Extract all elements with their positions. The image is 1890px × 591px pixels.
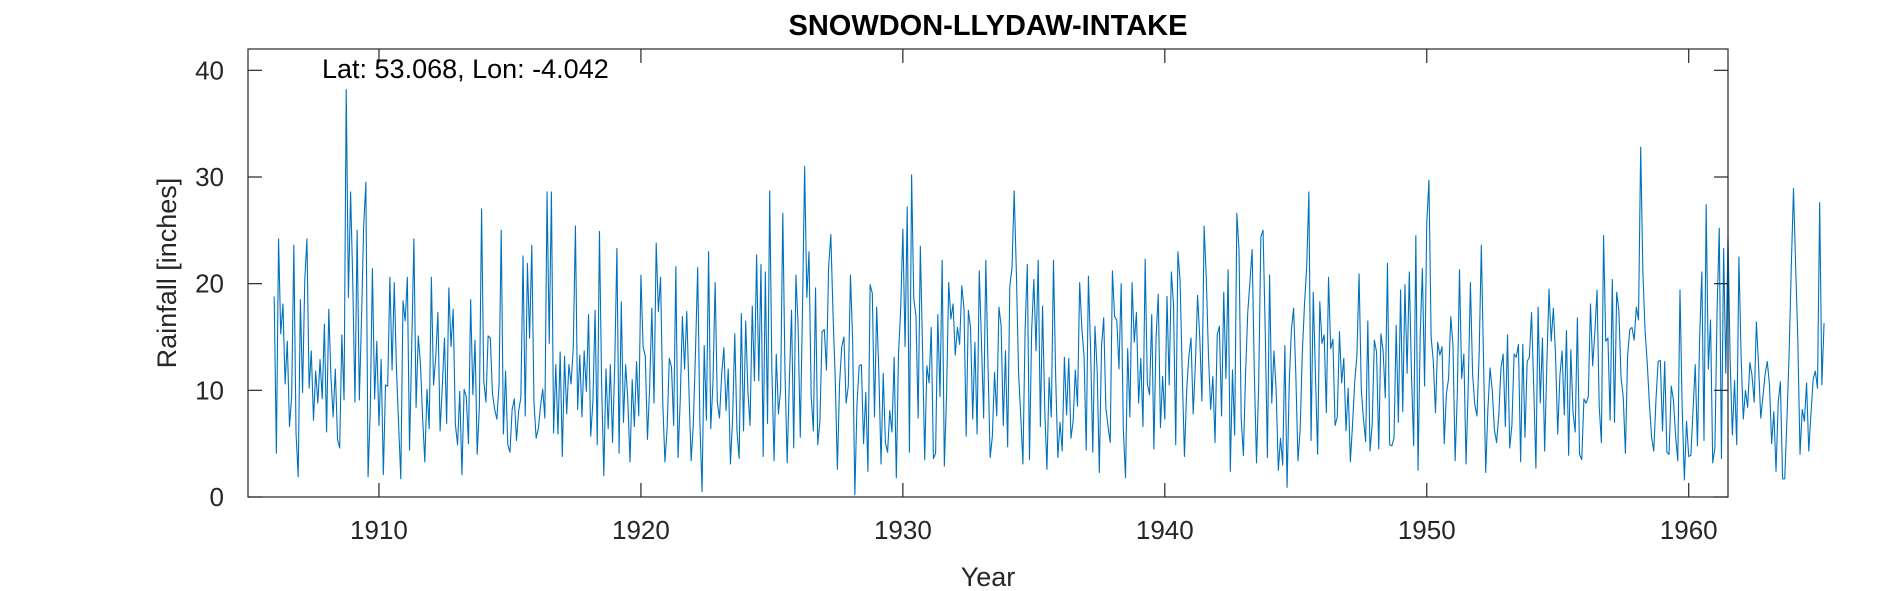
y-tick-label: 20: [195, 269, 224, 299]
location-annotation: Lat: 53.068, Lon: -4.042: [322, 54, 609, 84]
y-tick-label: 30: [195, 162, 224, 192]
plot-area: [248, 49, 1728, 497]
y-axis-label: Rainfall [inches]: [152, 178, 182, 369]
chart-title: SNOWDON-LLYDAW-INTAKE: [789, 10, 1188, 42]
x-tick-label: 1950: [1398, 515, 1456, 545]
axes-box: [247, 48, 1729, 498]
y-tick-label: 0: [210, 482, 224, 512]
x-tick-label: 1960: [1660, 515, 1718, 545]
series-layer: [273, 88, 1825, 496]
x-tick-label: 1910: [350, 515, 408, 545]
y-tick-label: 40: [195, 55, 224, 85]
x-tick-label: 1930: [874, 515, 932, 545]
y-tick-label: 10: [195, 375, 224, 405]
x-axis-label: Year: [961, 562, 1016, 591]
series-line-0: [273, 88, 1825, 496]
x-tick-label: 1920: [612, 515, 670, 545]
tick-layer: 1910 1920 1930 1940 1950 1960 0 10 20 30 40: [195, 49, 1728, 545]
x-tick-label: 1940: [1136, 515, 1194, 545]
